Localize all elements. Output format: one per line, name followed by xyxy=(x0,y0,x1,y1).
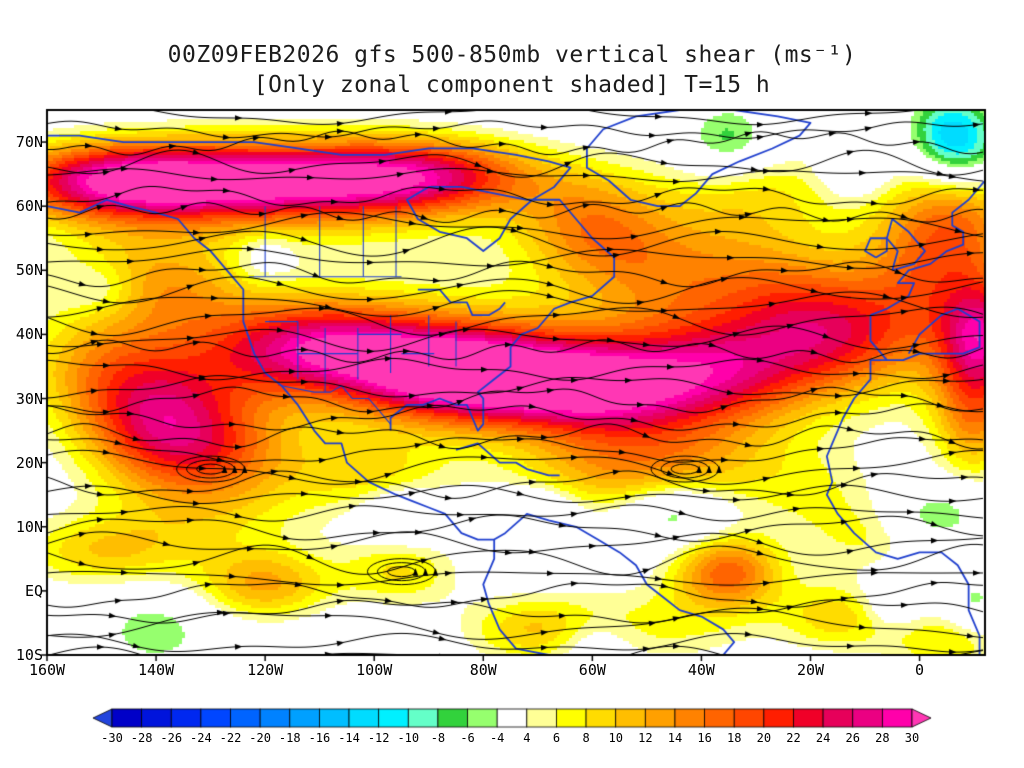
colorbar-tick-label: 6 xyxy=(552,731,561,745)
y-tick-label: 50N xyxy=(15,261,43,280)
y-tick-label: 30N xyxy=(15,389,43,408)
colorbar-tick-label: -26 xyxy=(160,731,183,745)
x-tick-label: 60W xyxy=(578,661,606,679)
x-tick-label: 140W xyxy=(138,661,175,679)
colorbar-tick-label: 20 xyxy=(756,731,772,745)
colorbar-tick-label: 28 xyxy=(875,731,890,745)
colorbar-tick-label: -8 xyxy=(430,731,446,745)
colorbar-tick-label: 18 xyxy=(726,731,742,745)
colorbar-tick-label: 26 xyxy=(845,731,860,745)
colorbar-tick-label: -6 xyxy=(460,731,475,745)
colorbar-tick-label: 10 xyxy=(608,731,623,745)
y-tick-label: 40N xyxy=(15,325,43,344)
y-tick-label: 70N xyxy=(15,133,43,152)
colorbar-tick-label: -16 xyxy=(308,731,331,745)
colorbar-tick-label: -28 xyxy=(130,731,153,745)
x-tick-label: 40W xyxy=(687,661,715,679)
y-tick-label: EQ xyxy=(24,581,43,600)
colorbar-tick-label: 24 xyxy=(815,731,831,745)
colorbar-tick-label: 12 xyxy=(638,731,653,745)
colorbar-tick-label: -10 xyxy=(397,731,420,745)
x-tick-label: 0 xyxy=(915,661,925,679)
colorbar-tick-label: 16 xyxy=(697,731,712,745)
colorbar-tick-label: -20 xyxy=(249,731,271,745)
colorbar-tick-label: -18 xyxy=(278,731,301,745)
y-tick-label: 60N xyxy=(15,197,43,216)
y-tick-label: 10N xyxy=(15,517,43,536)
colorbar-tick-label: 14 xyxy=(667,731,683,745)
x-tick-label: 160W xyxy=(28,661,66,679)
colorbar-tick-label: 4 xyxy=(523,731,531,745)
colorbar-tick-label: -22 xyxy=(219,731,242,745)
y-tick-label: 10S xyxy=(15,646,43,664)
colorbar-tick-label: 22 xyxy=(786,731,801,745)
colorbar-tick-label: -14 xyxy=(338,731,360,745)
colorbar-tick-label: -12 xyxy=(367,731,390,745)
y-tick-label: 20N xyxy=(15,453,43,472)
x-tick-label: 80W xyxy=(469,661,497,679)
x-tick-label: 120W xyxy=(247,661,284,679)
colorbar-tick-label: -30 xyxy=(101,731,123,745)
x-tick-label: 100W xyxy=(356,661,393,679)
colorbar-tick-label: 8 xyxy=(582,731,590,745)
x-tick-label: 20W xyxy=(796,661,825,679)
colorbar-tick-label: -4 xyxy=(489,731,505,745)
colorbar-tick-label: -24 xyxy=(190,731,212,745)
colorbar-tick-label: 30 xyxy=(904,731,920,745)
